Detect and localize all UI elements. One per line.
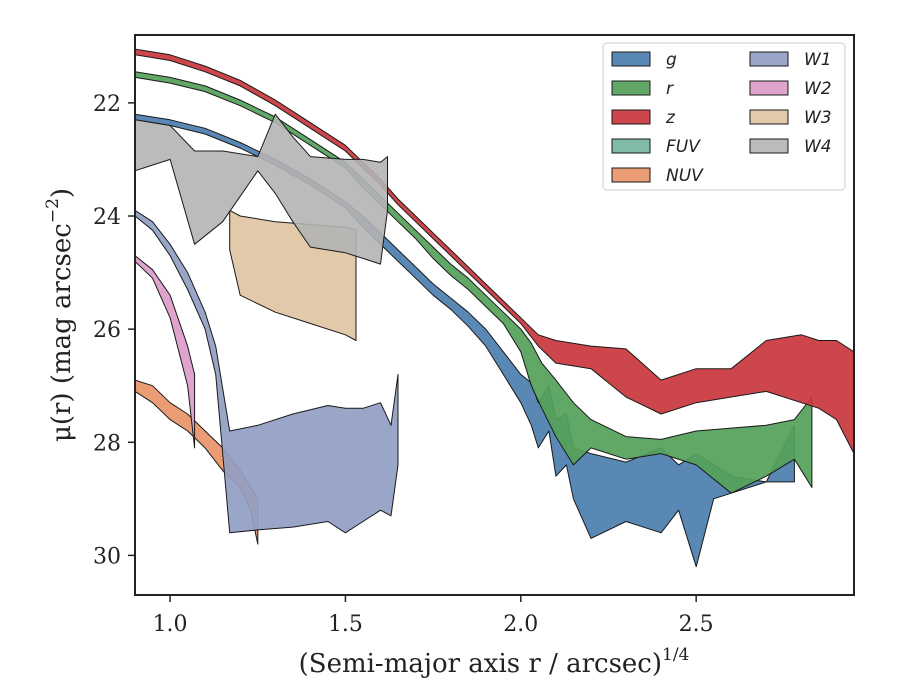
x-tick-label: 1.0: [153, 612, 188, 637]
plot-frame: [134, 34, 855, 596]
legend-swatch-nuv: [611, 167, 651, 183]
x-tick-label: 1.5: [328, 612, 363, 637]
legend-label-fuv: FUV: [666, 137, 701, 157]
legend-swatch-w1: [749, 51, 789, 67]
legend-label-z: z: [665, 108, 676, 128]
legend-swatch-g: [611, 51, 651, 67]
x-axis-label: (Semi-major axis r / arcsec)1/4: [299, 645, 690, 679]
y-tick-label: 26: [93, 318, 121, 343]
y-tick-label: 24: [93, 205, 121, 230]
legend-label-w3: W3: [804, 108, 832, 128]
y-tick-label: 28: [93, 431, 121, 456]
legend-label-w4: W4: [804, 137, 832, 157]
band-z: [135, 48, 854, 455]
band-w4: [135, 113, 388, 265]
x-tick-label: 2.0: [503, 612, 538, 637]
legend-swatch-r: [611, 80, 651, 96]
legend-label-r: r: [666, 79, 674, 99]
legend-swatch-w4: [749, 138, 789, 154]
y-axis: 22 24 26 28 30: [93, 92, 135, 569]
band-w1: [135, 209, 399, 534]
legend: grz FUV NUV W1 W2 W3 W4: [602, 42, 846, 191]
y-tick-label: 30: [93, 544, 121, 569]
x-axis: 1.0 1.5 2.0 2.5: [153, 595, 714, 637]
legend-label-w2: W2: [804, 79, 832, 99]
legend-label-w1: W1: [804, 50, 832, 70]
band-w2: [135, 255, 196, 449]
band-r: [135, 71, 813, 494]
legend-label-g: g: [666, 50, 677, 70]
series-bands: [135, 48, 854, 568]
y-tick-label: 22: [93, 92, 121, 117]
y-axis-label-close: ): [47, 188, 77, 198]
y-axis-label: μ(r) (mag arcsec−2): [43, 188, 77, 442]
legend-swatch-fuv: [611, 138, 651, 154]
band-g: [135, 113, 795, 568]
y-axis-label-exponent: −2: [43, 198, 63, 223]
x-axis-label-exponent: 1/4: [662, 645, 689, 665]
x-tick-label: 2.5: [679, 612, 714, 637]
legend-swatch-z: [611, 109, 651, 125]
legend-swatch-w2: [749, 80, 789, 96]
legend-label-nuv: NUV: [666, 166, 704, 186]
legend-swatch-w3: [749, 109, 789, 125]
